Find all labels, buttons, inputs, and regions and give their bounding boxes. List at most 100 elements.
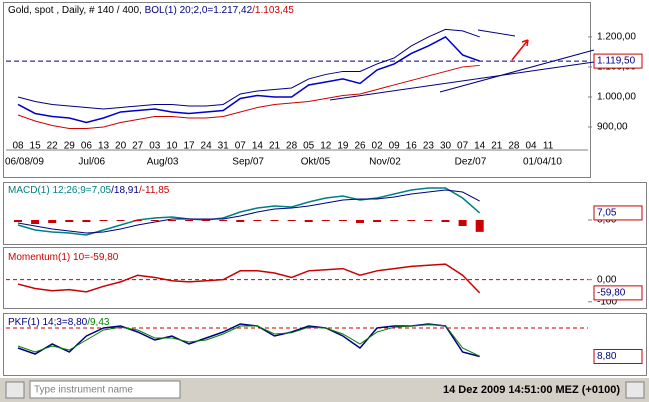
current-box xyxy=(593,348,643,364)
chart-area xyxy=(0,0,649,378)
histogram-bar xyxy=(219,220,228,221)
panel-frame xyxy=(3,182,647,245)
period-label: Nov/02 xyxy=(369,157,401,168)
histogram-bar xyxy=(116,220,125,221)
menu-button[interactable] xyxy=(5,381,25,399)
title-part: Gold, spot , Daily, # 140 / 400, xyxy=(8,5,145,16)
x-tick-label: 21 xyxy=(269,141,281,152)
period-label: Aug/03 xyxy=(147,157,179,168)
x-tick-label: 23 xyxy=(423,141,435,152)
x-tick-label: 04 xyxy=(525,141,537,152)
series-line xyxy=(17,64,480,129)
histogram-bar xyxy=(356,220,364,223)
y-tick-label: 1.000,00 xyxy=(597,92,636,103)
x-tick-label: 26 xyxy=(354,141,366,152)
x-tick-label: 08 xyxy=(12,141,24,152)
x-tick-label: 24 xyxy=(201,141,213,152)
series-line xyxy=(17,263,481,294)
trend-line xyxy=(477,29,516,37)
histogram-bar xyxy=(236,220,245,222)
current-label: 8,80 xyxy=(597,351,617,362)
current-box xyxy=(593,205,643,221)
x-tick-label: 07 xyxy=(457,141,469,152)
current-label: -59,80 xyxy=(597,288,626,299)
x-tick-label: 22 xyxy=(47,141,59,152)
histogram-bar xyxy=(253,220,262,221)
histogram-bar xyxy=(185,220,193,221)
x-tick-label: 29 xyxy=(64,141,76,152)
search-input[interactable] xyxy=(29,380,181,399)
x-tick-label: 13 xyxy=(98,141,110,152)
title-part: /1.103,45 xyxy=(252,5,294,16)
x-tick-label: 19 xyxy=(337,141,349,152)
title-part: MACD(1) 12;26;9=7,05 xyxy=(8,185,112,196)
panel-title: Momentum(1) 10=-59,80 xyxy=(8,252,119,263)
y-tick-label: 0,00 xyxy=(597,274,617,285)
histogram-bar xyxy=(338,220,347,221)
trend-line xyxy=(439,49,595,93)
histogram-bar xyxy=(31,220,40,224)
histogram-bar xyxy=(150,220,159,221)
x-tick-label: 03 xyxy=(149,141,161,152)
panel-frame xyxy=(3,247,647,309)
x-tick-label: 10 xyxy=(166,141,178,152)
histogram-bar xyxy=(475,220,484,232)
histogram-bar xyxy=(82,220,91,222)
panel-title: Gold, spot , Daily, # 140 / 400, BOL(1) … xyxy=(8,5,294,16)
x-tick-label: 07 xyxy=(235,141,247,152)
x-tick-label: 28 xyxy=(508,141,520,152)
histogram-bar xyxy=(441,220,450,222)
histogram-bar xyxy=(390,220,399,221)
title-part: BOL(1) 20;2,0=1.217,42 xyxy=(145,5,253,16)
trend-line xyxy=(329,61,595,101)
x-tick-label: 28 xyxy=(286,141,298,152)
series-line xyxy=(17,324,480,357)
panel-frame xyxy=(3,2,591,178)
x-tick-label: 16 xyxy=(406,141,418,152)
title-part: Momentum(1) 10=-59,80 xyxy=(8,252,119,263)
period-label: Jul/06 xyxy=(78,157,105,168)
histogram-bar xyxy=(48,220,57,223)
series-line xyxy=(17,323,480,358)
x-tick-label: 21 xyxy=(491,141,503,152)
arrow xyxy=(511,39,529,61)
current-box xyxy=(593,285,643,301)
x-tick-label: 09 xyxy=(389,141,401,152)
histogram-bar xyxy=(424,220,433,221)
panel-frame xyxy=(3,313,647,376)
search-placeholder: Type instrument name xyxy=(34,385,133,396)
current-box xyxy=(593,53,643,69)
series-line xyxy=(17,28,480,110)
series-line xyxy=(17,35,480,124)
title-part: /18,91 xyxy=(111,185,139,196)
histogram-bar xyxy=(14,220,22,222)
title-part: PKF(1) 14;3=8,80 xyxy=(8,317,88,328)
x-tick-label: 15 xyxy=(30,141,42,152)
histogram-bar xyxy=(65,220,74,222)
histogram-bar xyxy=(99,220,108,221)
x-tick-label: 06 xyxy=(81,141,93,152)
histogram-bar xyxy=(270,220,279,221)
title-part: /-11,85 xyxy=(139,185,170,196)
current-label: 1.119,50 xyxy=(597,56,636,67)
histogram-bar xyxy=(133,220,142,221)
x-tick-label: 14 xyxy=(474,141,486,152)
histogram-bar xyxy=(321,220,330,221)
histogram-bar xyxy=(373,220,382,222)
x-tick-label: 11 xyxy=(543,141,554,152)
histogram-bar xyxy=(407,220,416,221)
datetime: 14 Dez 2009 14:51:00 MEZ (+0100) xyxy=(443,384,620,396)
x-tick-label: 27 xyxy=(132,141,144,152)
panel-title: MACD(1) 12;26;9=7,05/18,91/-11,85 xyxy=(8,185,170,196)
panel-title: PKF(1) 14;3=8,80/9,43 xyxy=(8,317,110,328)
y-tick-label: -100 xyxy=(597,296,617,307)
current-label: 7,05 xyxy=(597,208,617,219)
title-part: /9,43 xyxy=(87,317,110,328)
x-tick-label: 05 xyxy=(303,141,315,152)
x-tick-label: 20 xyxy=(115,141,127,152)
histogram-bar xyxy=(458,220,467,226)
period-label: 06/08/09 xyxy=(5,157,44,168)
settings-button[interactable] xyxy=(625,381,645,399)
